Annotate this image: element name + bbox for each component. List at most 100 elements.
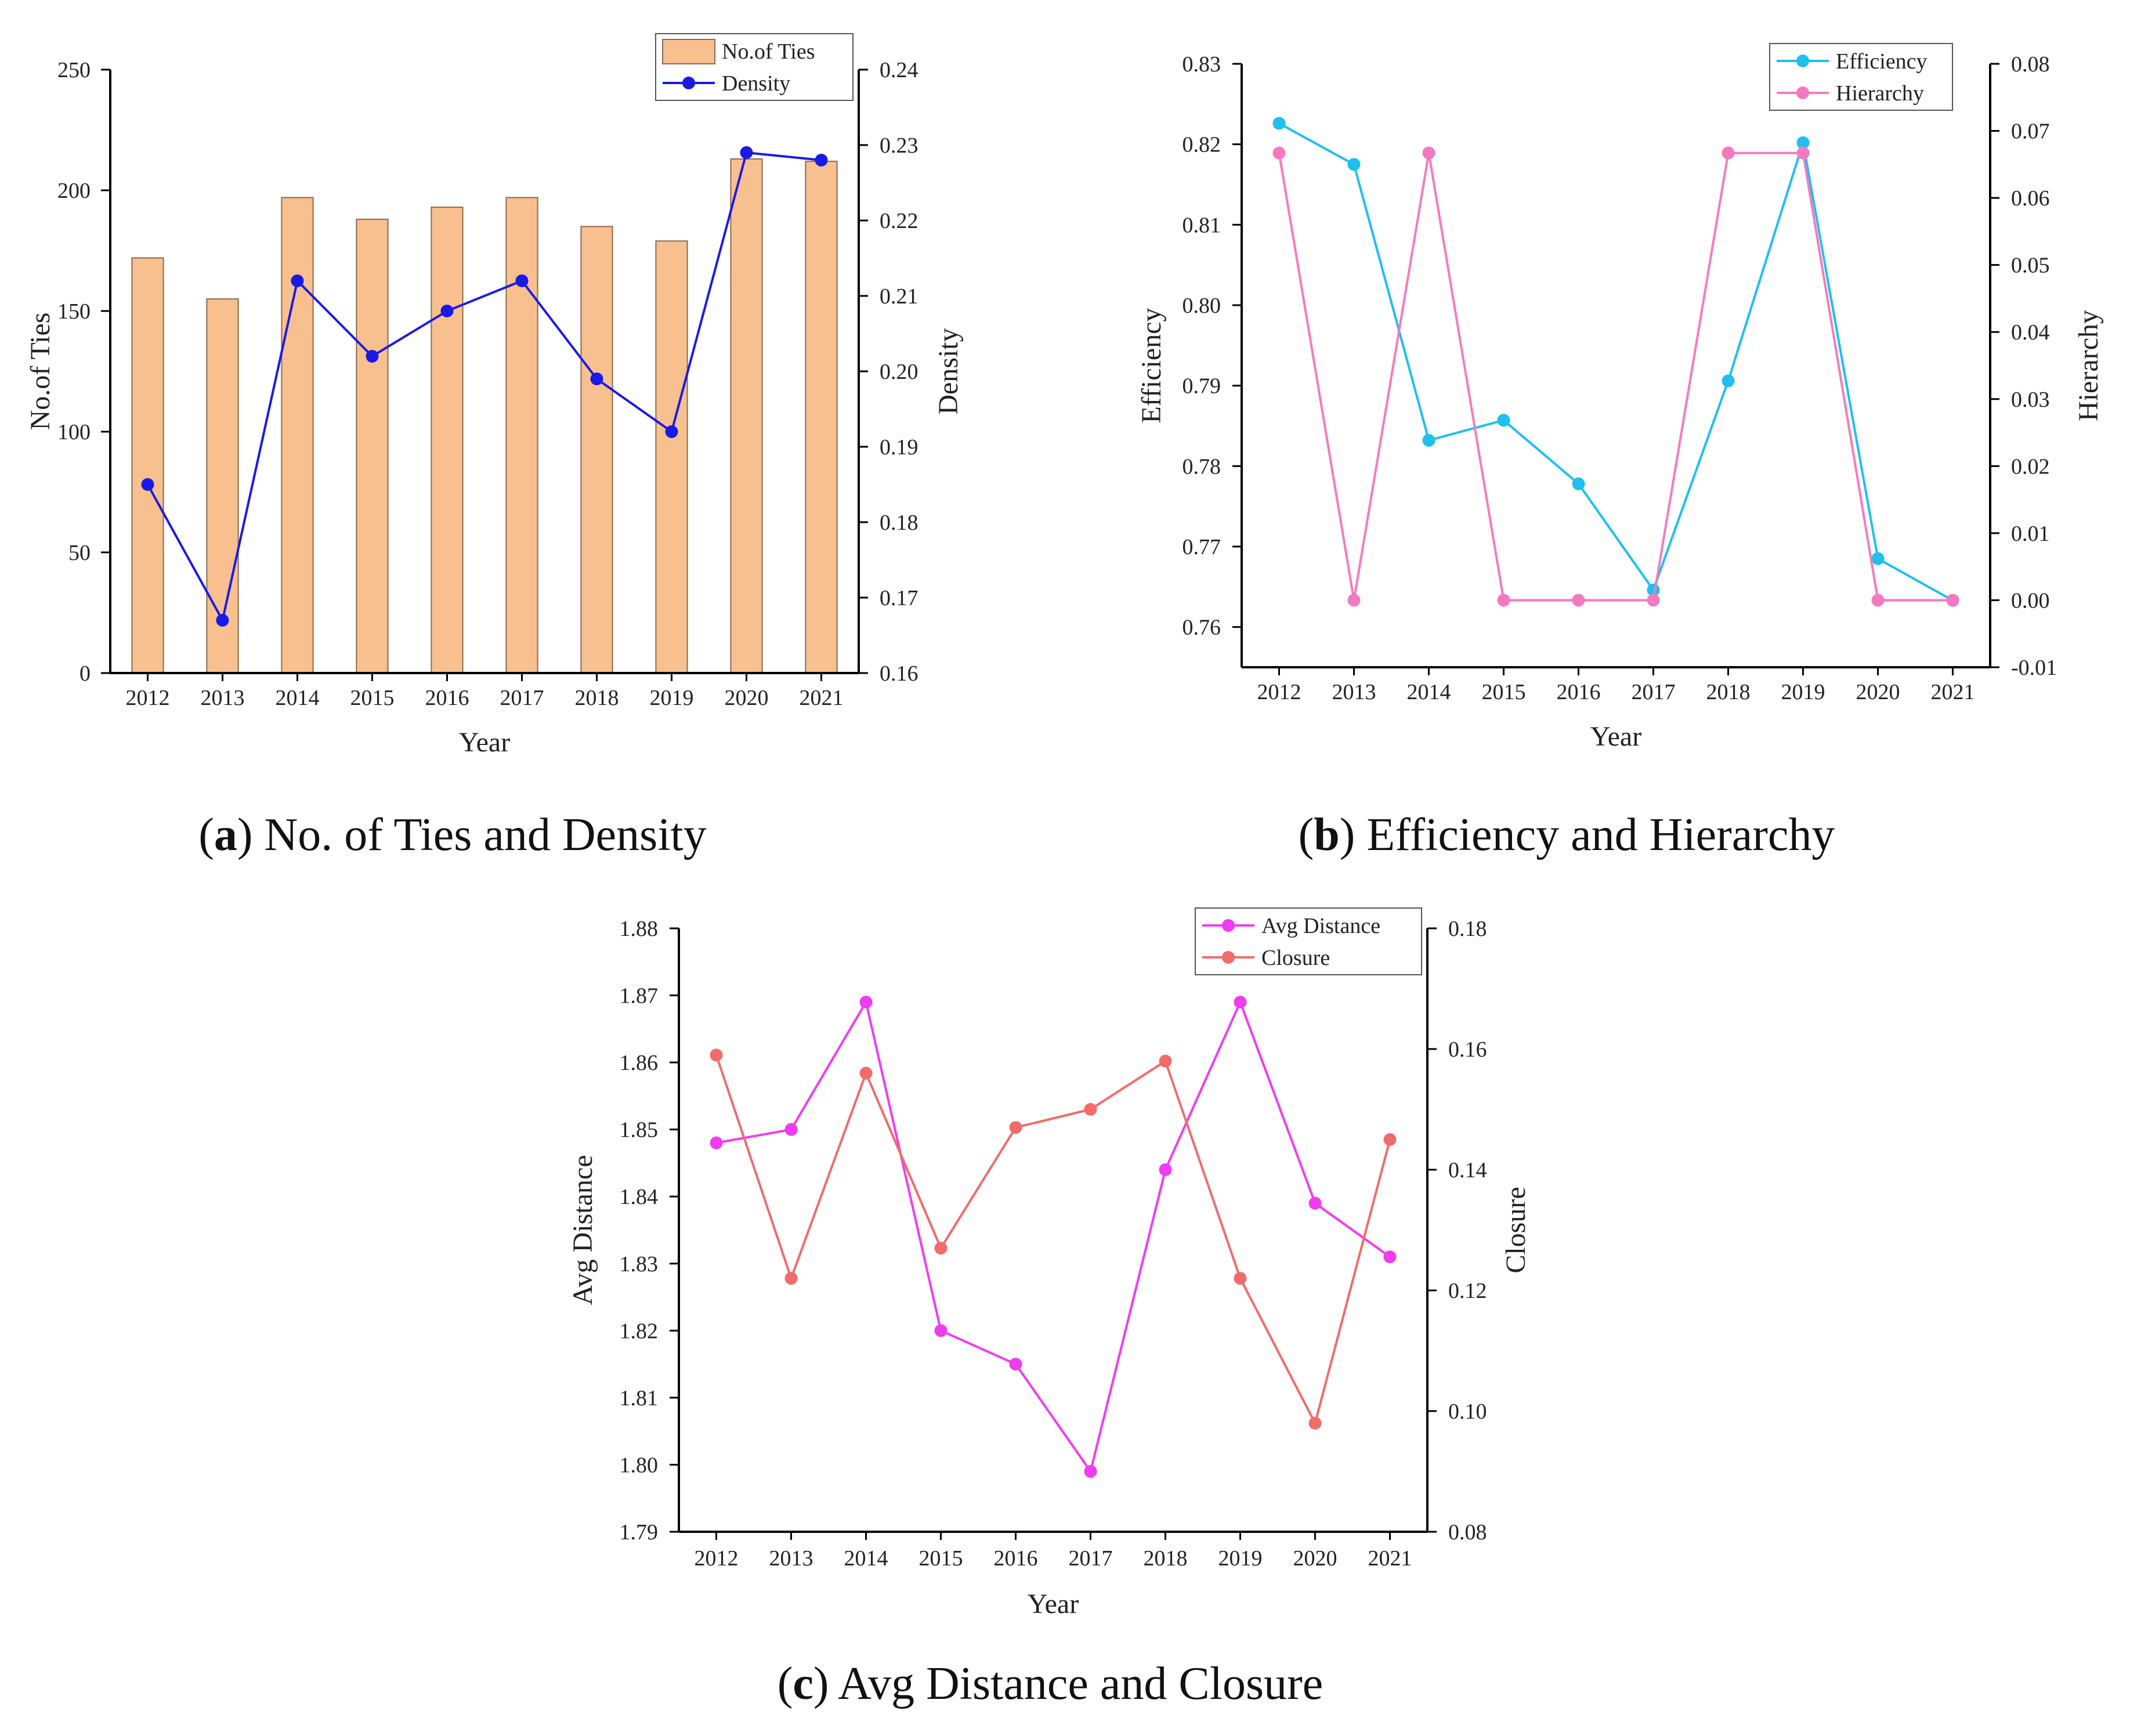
panel-b-efficiency-hierarchy: 0.76 0.77 0.78 0.79 0.80 0.81 0.82 0.83 -0.01 0.0…: [1136, 43, 2104, 860]
x-tick-label: 2013: [201, 686, 245, 710]
left-tick-label: 1.81: [620, 1386, 659, 1410]
caption-letter: a: [214, 809, 237, 860]
legend-swatch-bar: [662, 39, 715, 64]
point-hierarchy-2021: [1946, 594, 1959, 607]
legend-label: Avg Distance: [1261, 914, 1380, 938]
point-density-2021: [815, 154, 828, 167]
x-tick-label: 2017: [500, 686, 544, 710]
bar-a-2015: [356, 218, 389, 674]
bar-a-2014: [281, 197, 314, 674]
point-efficiency-2012: [1272, 117, 1286, 130]
right-tick-label: 0.06: [2011, 186, 2050, 211]
legend-label: Density: [722, 71, 790, 96]
right-tick-label: 0.04: [2011, 320, 2050, 345]
x-tick-label: 2021: [1931, 680, 1975, 704]
caption-text: ) No. of Ties and Density: [237, 809, 707, 860]
point-closure-2019: [1234, 1272, 1247, 1285]
right-tick-label: 0.24: [880, 58, 918, 82]
x-tick-label: 2016: [994, 1546, 1038, 1571]
point-avg-distance-2015: [934, 1324, 948, 1337]
x-tick-label: 2017: [1632, 680, 1676, 704]
caption-paren-open: (: [1299, 809, 1314, 860]
point-closure-2015: [934, 1242, 948, 1255]
point-hierarchy-2016: [1572, 594, 1585, 607]
bar-a-2018: [580, 226, 613, 674]
point-avg-distance-2012: [710, 1136, 723, 1149]
panel-caption: (b) Efficiency and Hierarchy: [1299, 809, 1835, 860]
legend-box: [1195, 907, 1422, 975]
point-efficiency-2014: [1422, 433, 1435, 447]
right-tick-label: 0.05: [2011, 254, 2050, 278]
point-avg-distance-2020: [1308, 1196, 1322, 1210]
right-tick-label: 0.14: [1448, 1158, 1487, 1182]
point-closure-2018: [1159, 1054, 1172, 1068]
left-tick-label: 1.86: [620, 1051, 659, 1075]
right-tick-label: 0.23: [880, 133, 918, 158]
right-tick-label: 0.02: [2011, 454, 2050, 479]
series-line-avg-distance: [716, 999, 1391, 1474]
point-efficiency-2020: [1871, 552, 1885, 565]
left-tick-label: 0: [79, 661, 91, 686]
left-tick-label: 250: [57, 58, 91, 82]
x-tick-label: 2012: [1257, 680, 1301, 704]
point-hierarchy-2020: [1871, 594, 1885, 607]
x-tick-label: 2018: [1144, 1546, 1188, 1571]
right-tick-label: 0.12: [1448, 1279, 1487, 1303]
left-tick-label: 1.80: [620, 1453, 659, 1477]
point-avg-distance-2014: [859, 996, 873, 1009]
legend-label: No.of Ties: [722, 39, 815, 64]
right-tick-label: -0.01: [2011, 656, 2057, 680]
point-avg-distance-2019: [1234, 996, 1247, 1009]
point-closure-2013: [784, 1272, 798, 1285]
left-tick-label: 200: [57, 179, 91, 203]
series-line-closure: [715, 1054, 1391, 1427]
left-tick-label: 0.76: [1182, 616, 1221, 640]
x-tick-label: 2014: [276, 686, 320, 710]
right-tick-label: 0.16: [880, 661, 918, 686]
point-closure-2016: [1009, 1121, 1022, 1134]
point-density-2015: [366, 350, 379, 363]
panel-caption: (a) No. of Ties and Density: [198, 809, 707, 860]
left-tick-label: 0.79: [1182, 374, 1221, 399]
right-tick-label: 0.01: [2011, 522, 2050, 546]
point-hierarchy-2018: [1722, 146, 1735, 160]
series-line-hierarchy: [1278, 151, 1953, 602]
x-tick-label: 2019: [650, 686, 694, 710]
x-tick-label: 2021: [1368, 1546, 1412, 1571]
legend-swatch-marker: [1796, 55, 1809, 67]
right-axis-title: Closure: [1500, 1187, 1531, 1273]
point-closure-2014: [859, 1066, 873, 1080]
point-avg-distance-2017: [1084, 1465, 1097, 1478]
point-density-2020: [740, 146, 753, 159]
x-tick-label: 2018: [575, 686, 619, 710]
left-tick-label: 100: [57, 420, 91, 444]
point-hierarchy-2014: [1422, 146, 1435, 160]
left-tick-label: 1.79: [620, 1520, 659, 1545]
caption-letter: c: [793, 1658, 813, 1709]
caption-letter: b: [1314, 809, 1340, 860]
x-tick-label: 2020: [725, 686, 769, 710]
point-closure-2017: [1084, 1103, 1097, 1116]
left-tick-label: 1.84: [620, 1185, 659, 1209]
caption-paren-open: (: [777, 1658, 793, 1709]
point-density-2017: [515, 274, 529, 287]
x-tick-label: 2014: [1407, 680, 1451, 704]
right-tick-label: 0.18: [880, 511, 918, 535]
left-tick-label: 150: [57, 299, 91, 324]
series-line-density: [146, 151, 822, 624]
point-density-2013: [216, 614, 229, 627]
right-tick-label: 0.07: [2011, 120, 2050, 144]
point-efficiency-2015: [1497, 414, 1510, 427]
point-hierarchy-2012: [1272, 146, 1286, 160]
bar-a-2017: [505, 197, 538, 674]
legend-label: Efficiency: [1836, 49, 1928, 74]
legend-swatch-marker: [682, 77, 695, 89]
point-avg-distance-2021: [1383, 1250, 1397, 1264]
point-density-2012: [141, 478, 154, 491]
x-tick-label: 2020: [1856, 680, 1900, 704]
left-tick-label: 1.83: [620, 1252, 659, 1276]
point-density-2018: [590, 372, 603, 385]
left-tick-label: 1.85: [620, 1118, 659, 1142]
right-tick-label: 0.18: [1448, 917, 1487, 941]
